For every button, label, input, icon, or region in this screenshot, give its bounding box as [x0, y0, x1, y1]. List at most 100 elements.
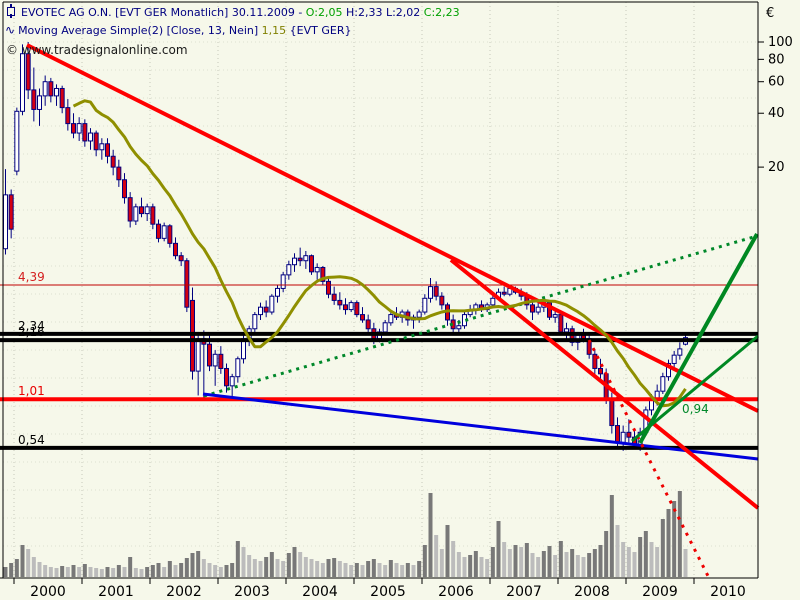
volume-bar	[167, 561, 172, 577]
candle-body	[110, 155, 116, 168]
volume-bar	[462, 557, 467, 577]
volume-bar	[14, 559, 19, 577]
candle-body	[37, 95, 42, 110]
volume-bar	[349, 565, 354, 577]
indicator-name: Moving Average Simple(2) [Close, 13, Nei…	[18, 24, 259, 37]
volume-bar	[558, 541, 563, 577]
candle-body	[14, 110, 20, 172]
candle-body	[161, 225, 167, 239]
volume-bar	[405, 563, 410, 577]
volume-bar	[649, 542, 654, 577]
volume-bar	[502, 542, 507, 577]
volume-bar	[422, 545, 427, 577]
volume-bar	[105, 567, 110, 577]
volume-bar	[485, 559, 490, 577]
volume-bar	[417, 561, 422, 577]
candle-body	[428, 286, 433, 299]
indicator-value: 1,15	[261, 24, 287, 37]
candle-body	[133, 206, 139, 222]
volume-bar	[286, 553, 291, 577]
volume-bar	[111, 568, 116, 577]
volume-bar	[133, 568, 138, 577]
x-axis-year-label: 2010	[710, 584, 746, 600]
volume-bar	[179, 563, 184, 577]
volume-bar	[326, 559, 331, 577]
candle-body	[598, 367, 603, 375]
candle-body	[3, 194, 8, 250]
x-axis-year-label: 2008	[574, 584, 610, 600]
candle-body	[48, 81, 54, 97]
volume-bar	[122, 567, 127, 577]
candle-body	[592, 353, 598, 369]
volume-bar	[184, 558, 189, 577]
annotation-label: 0,94	[682, 402, 709, 416]
volume-bar	[303, 557, 308, 577]
candle-body	[535, 306, 541, 313]
volume-bar	[173, 565, 178, 577]
candlestick-icon	[6, 4, 16, 18]
candle-body	[127, 197, 133, 222]
candle-body	[71, 123, 76, 134]
volume-bar	[31, 557, 36, 577]
candle-body	[501, 291, 507, 295]
candle-body	[82, 123, 88, 142]
volume-bar	[60, 566, 65, 577]
volume-bar	[553, 555, 558, 577]
volume-bar	[388, 560, 393, 577]
chart-title-bar: EVOTEC AG O.N. [EVT GER Monatlich] 30.11…	[6, 4, 460, 19]
volume-bar	[490, 547, 495, 577]
volume-bar	[660, 519, 665, 577]
volume-bar	[655, 547, 660, 577]
candle-body	[530, 304, 535, 313]
candle-body	[20, 53, 25, 112]
candle-body	[609, 399, 615, 427]
candle-body	[660, 376, 666, 392]
candle-body	[150, 206, 156, 225]
high-value: H:2,33	[345, 6, 383, 19]
volume-bar	[71, 565, 76, 577]
volume-bar	[609, 495, 614, 577]
volume-bar	[439, 549, 444, 577]
volume-bar	[468, 555, 473, 577]
volume-bar	[360, 565, 365, 577]
volume-bar	[65, 567, 70, 577]
candle-body	[433, 286, 439, 297]
candle-body	[8, 194, 14, 230]
uptrend-shallow-green	[631, 334, 759, 443]
candle-body	[348, 302, 354, 311]
x-axis-year-label: 2009	[642, 584, 678, 600]
symbol-and-date: EVOTEC AG O.N. [EVT GER Monatlich] 30.11…	[21, 6, 295, 19]
downtrend-steep-red	[449, 258, 760, 510]
candle-body	[195, 338, 201, 372]
candle-body	[99, 143, 105, 151]
volume-bar	[77, 567, 82, 577]
candle-body	[626, 431, 632, 438]
candle-body	[173, 242, 178, 257]
x-axis-year-label: 2004	[302, 584, 338, 600]
low-value: L:2,02	[385, 6, 421, 19]
candle-body	[258, 306, 263, 316]
candle-body	[558, 314, 564, 333]
y-axis-tick-label: 40	[768, 106, 785, 121]
volume-bar	[519, 547, 524, 577]
volume-bar	[332, 558, 337, 577]
candle-body	[178, 255, 184, 262]
volume-bar	[54, 568, 59, 577]
volume-bar	[241, 547, 246, 577]
volume-bar	[9, 563, 14, 577]
candle-body	[252, 314, 258, 330]
candle-body	[615, 425, 620, 443]
volume-bar	[638, 537, 643, 577]
volume-bar	[666, 509, 671, 577]
candle-body	[31, 89, 37, 110]
volume-bar	[581, 557, 586, 577]
volume-bar	[530, 553, 535, 577]
volume-bar	[139, 569, 144, 577]
volume-bar	[128, 557, 133, 577]
candle-body	[224, 367, 229, 387]
candle-body	[564, 328, 569, 333]
volume-bar	[269, 552, 274, 577]
candle-body	[207, 343, 212, 367]
